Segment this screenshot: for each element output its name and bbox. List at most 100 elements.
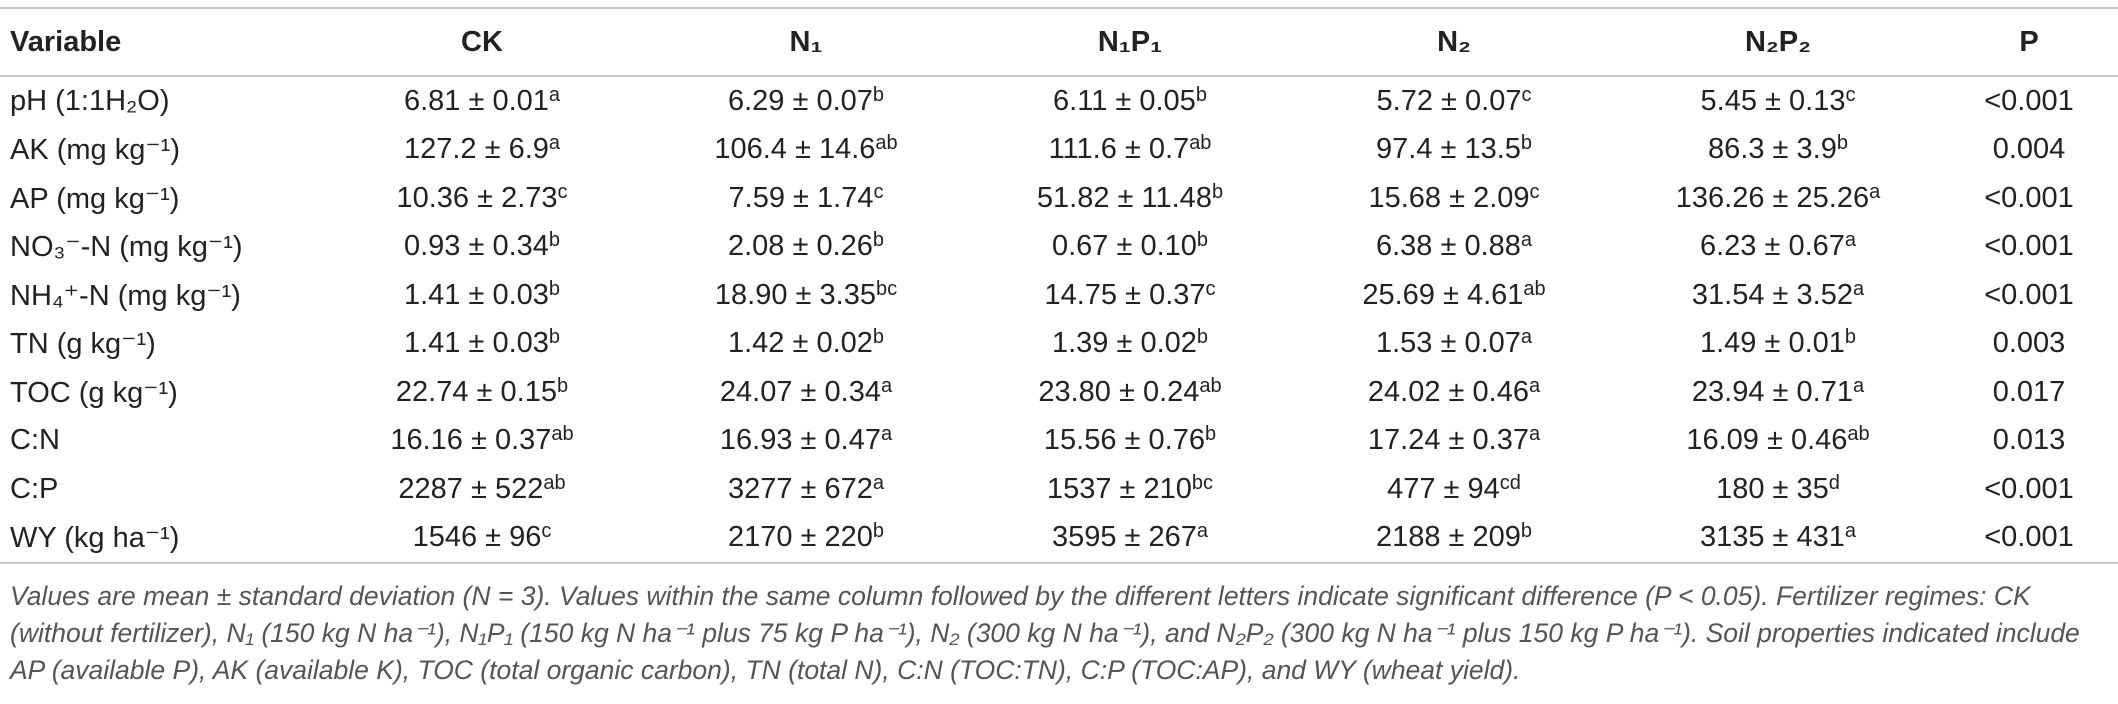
- significance-letter: ab: [1189, 132, 1212, 155]
- value-cell: 7.59 ± 1.74c: [644, 174, 968, 223]
- value-cell: 25.69 ± 4.61ab: [1292, 271, 1616, 320]
- header-cell: N₁P₁: [968, 7, 1292, 77]
- p-value-cell: <0.001: [1984, 278, 2074, 311]
- significance-letter: a: [1869, 180, 1881, 203]
- significance-letter: a: [1844, 229, 1857, 252]
- value-cell: 10.36 ± 2.73c: [320, 174, 644, 223]
- significance-letter: a: [1852, 374, 1865, 397]
- value-cell: 24.07 ± 0.34a: [644, 368, 968, 417]
- p-value-cell: 0.003: [1992, 327, 2066, 360]
- value-cell: 106.4 ± 14.6ab: [644, 126, 968, 175]
- cell-value: 2170 ± 220: [727, 521, 873, 554]
- value-cell: 3135 ± 431a: [1616, 513, 1940, 564]
- value-cell: 15.56 ± 0.76b: [968, 417, 1292, 466]
- significance-letter: b: [872, 520, 885, 543]
- significance-letter: a: [1520, 326, 1533, 349]
- cell-value: 6.23 ± 0.67: [1699, 230, 1845, 263]
- significance-letter: b: [548, 326, 561, 349]
- p-value-cell: 0.013: [1992, 424, 2066, 457]
- significance-letter: ab: [551, 423, 574, 446]
- table-row: NO₃⁻-N (mg kg⁻¹) 0.93 ± 0.34b 2.08 ± 0.26b…: [0, 223, 2118, 272]
- value-cell: 31.54 ± 3.52a: [1616, 271, 1940, 320]
- significance-letter: ab: [1199, 374, 1222, 397]
- significance-letter: a: [1528, 423, 1541, 446]
- cell-value: 18.90 ± 3.35: [714, 278, 876, 311]
- cell-value: 1.53 ± 0.07: [1375, 327, 1521, 360]
- value-cell: 1.42 ± 0.02b: [644, 320, 968, 369]
- table-row: TOC (g kg⁻¹) 22.74 ± 0.15b 24.07 ± 0.34a 23…: [0, 368, 2118, 417]
- value-cell: 2170 ± 220b: [644, 513, 968, 564]
- value-cell: 97.4 ± 13.5b: [1292, 126, 1616, 175]
- cell-value: 111.6 ± 0.7: [1048, 133, 1190, 166]
- cell-value: 14.75 ± 0.37: [1044, 278, 1206, 311]
- value-cell: 17.24 ± 0.37a: [1292, 417, 1616, 466]
- significance-letter: b: [1520, 132, 1533, 155]
- cell-value: 0.93 ± 0.34: [403, 230, 549, 263]
- significance-letter: c: [1845, 83, 1856, 106]
- significance-letter: c: [1521, 83, 1532, 106]
- cell-value: 106.4 ± 14.6: [714, 133, 876, 166]
- cell-value: 1.39 ± 0.02: [1051, 327, 1197, 360]
- cell-value: 127.2 ± 6.9: [403, 133, 549, 166]
- significance-letter: a: [880, 374, 893, 397]
- cell-value: 3595 ± 267: [1051, 521, 1197, 554]
- value-cell: 14.75 ± 0.37c: [968, 271, 1292, 320]
- table-body: pH (1:1H₂O) 6.81 ± 0.01a 6.29 ± 0.07b 6.11 …: [0, 76, 2118, 564]
- cell-value: 6.29 ± 0.07: [727, 84, 873, 117]
- variable-cell: WY (kg ha⁻¹): [0, 513, 320, 564]
- cell-value: 23.94 ± 0.71: [1691, 375, 1853, 408]
- value-cell: 0.67 ± 0.10b: [968, 223, 1292, 272]
- value-cell: 1.53 ± 0.07a: [1292, 320, 1616, 369]
- table-row: C:N 16.16 ± 0.37ab 16.93 ± 0.47 a 15.56 ± 0.…: [0, 417, 2118, 466]
- header-cell: CK: [320, 7, 644, 77]
- header-row: Variable CK N₁ N₁P₁ N₂ N₂P₂ P: [0, 7, 2118, 77]
- value-cell: 1.39 ± 0.02b: [968, 320, 1292, 369]
- cell-value: 2.08 ± 0.26: [727, 230, 873, 263]
- cell-value: 3277 ± 672: [727, 472, 873, 505]
- cell-value: 5.72 ± 0.07: [1376, 84, 1522, 117]
- significance-letter: b: [556, 374, 569, 397]
- value-cell: 477 ± 94cd: [1292, 465, 1616, 514]
- value-cell: 6.38 ± 0.88a: [1292, 223, 1616, 272]
- value-cell: 5.45 ± 0.13c: [1616, 76, 1940, 126]
- cell-value: 97.4 ± 13.5: [1375, 133, 1521, 166]
- significance-letter: c: [1205, 277, 1216, 300]
- significance-letter: b: [872, 229, 885, 252]
- cell-value: 6.38 ± 0.88: [1375, 230, 1521, 263]
- cell-value: 23.80 ± 0.24: [1038, 375, 1200, 408]
- header-cell: Variable: [0, 7, 320, 77]
- significance-letter: b: [1520, 520, 1533, 543]
- significance-letter: c: [1529, 180, 1540, 203]
- value-cell: 1.49 ± 0.01b: [1616, 320, 1940, 369]
- cell-value: 86.3 ± 3.9: [1708, 133, 1837, 166]
- cell-value: 1537 ± 210: [1046, 472, 1192, 505]
- significance-letter: a: [1520, 229, 1533, 252]
- significance-letter: b: [548, 277, 561, 300]
- value-cell: 15.68 ± 2.09c: [1292, 174, 1616, 223]
- cell-value: 16.93 ± 0.47: [719, 424, 881, 457]
- variable-cell: TN (g kg⁻¹): [10, 328, 156, 361]
- cell-value: 2287 ± 522: [398, 472, 544, 505]
- cell-value: 1546 ± 96: [412, 521, 542, 554]
- significance-letter: b: [1196, 229, 1209, 252]
- p-value-cell: <0.001: [1940, 513, 2118, 564]
- significance-letter: b: [1211, 180, 1224, 203]
- cell-value: 2188 ± 209: [1375, 521, 1521, 554]
- table-row: WY (kg ha⁻¹) 1546 ± 96c 2170 ± 220b 3595 ± …: [0, 513, 2118, 564]
- variable-cell: C:N: [10, 424, 60, 457]
- value-cell: 2287 ± 522ab: [320, 465, 644, 514]
- significance-letter: ab: [875, 132, 898, 155]
- value-cell: 136.26 ± 25.26a: [1616, 174, 1940, 223]
- p-value-cell: <0.001: [1984, 84, 2074, 117]
- significance-letter: c: [541, 520, 552, 543]
- significance-letter: b: [1196, 326, 1209, 349]
- significance-letter: a: [548, 132, 561, 155]
- p-value-cell: 0.004: [1992, 133, 2066, 166]
- cell-value: 15.68 ± 2.09: [1368, 181, 1530, 214]
- significance-letter: a: [1528, 374, 1541, 397]
- variable-cell: AK (mg kg⁻¹): [10, 134, 180, 167]
- value-cell: 22.74 ± 0.15b: [320, 368, 644, 417]
- significance-letter: b: [872, 326, 885, 349]
- cell-value: 16.16 ± 0.37: [390, 424, 552, 457]
- header-cell: N₂: [1292, 7, 1616, 77]
